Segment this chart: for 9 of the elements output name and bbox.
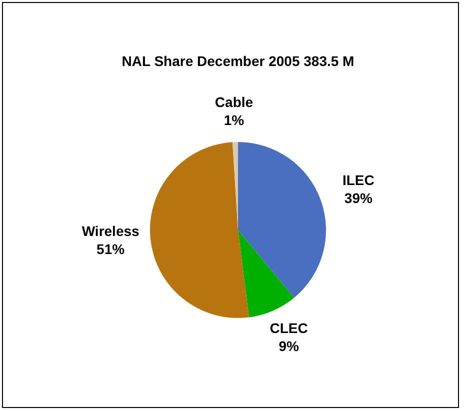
slice-label: ILEC bbox=[342, 172, 374, 188]
data-label: 1% bbox=[224, 112, 245, 128]
data-label: 39% bbox=[344, 190, 373, 206]
data-label: 9% bbox=[278, 338, 300, 354]
slice-label: Cable bbox=[214, 94, 254, 110]
data-label: 51% bbox=[96, 240, 126, 257]
slice-label: CLEC bbox=[270, 320, 308, 336]
chart-title: NAL Share December 2005 383.5 M bbox=[122, 52, 354, 69]
slice-label: Wireless bbox=[82, 222, 140, 239]
